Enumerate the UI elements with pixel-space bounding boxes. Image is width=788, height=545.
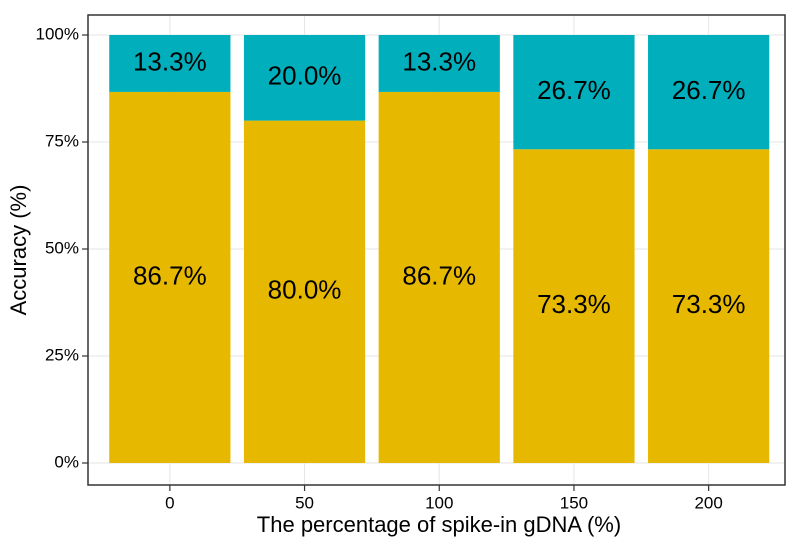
data-label: 26.7% [537, 75, 611, 105]
bar-segment [109, 35, 231, 92]
y-tick-label: 100% [36, 24, 79, 43]
y-tick-label: 50% [45, 238, 79, 257]
data-label: 73.3% [537, 289, 611, 319]
bar-segment [243, 120, 366, 463]
panel-border [87, 14, 786, 486]
bar-segment [378, 35, 500, 92]
y-axis-title: Accuracy (%) [6, 185, 31, 316]
data-label: 86.7% [133, 260, 207, 290]
y-tick-label: 0% [54, 452, 79, 471]
y-tick-label: 75% [45, 131, 79, 150]
data-label: 80.0% [268, 275, 342, 305]
bar-segment [648, 35, 770, 150]
x-tick-label: 0 [165, 493, 174, 512]
x-tick-label: 150 [560, 493, 588, 512]
bar-segment [109, 91, 231, 463]
x-tick-label: 50 [295, 493, 314, 512]
data-label: 20.0% [268, 61, 342, 91]
y-tick-label: 25% [45, 345, 79, 364]
bar-segment [243, 35, 366, 121]
x-tick-label: 100 [425, 493, 453, 512]
x-tick-label: 200 [694, 493, 722, 512]
x-axis-title: The percentage of spike-in gDNA (%) [257, 512, 621, 537]
bar-segment [513, 35, 635, 150]
data-label: 13.3% [133, 46, 207, 76]
data-label: 73.3% [672, 289, 746, 319]
data-label: 13.3% [402, 46, 476, 76]
data-label: 26.7% [672, 75, 746, 105]
data-label: 86.7% [402, 260, 476, 290]
bar-segment [513, 149, 635, 463]
bar-segment [648, 149, 770, 463]
bar-segment [378, 91, 500, 463]
